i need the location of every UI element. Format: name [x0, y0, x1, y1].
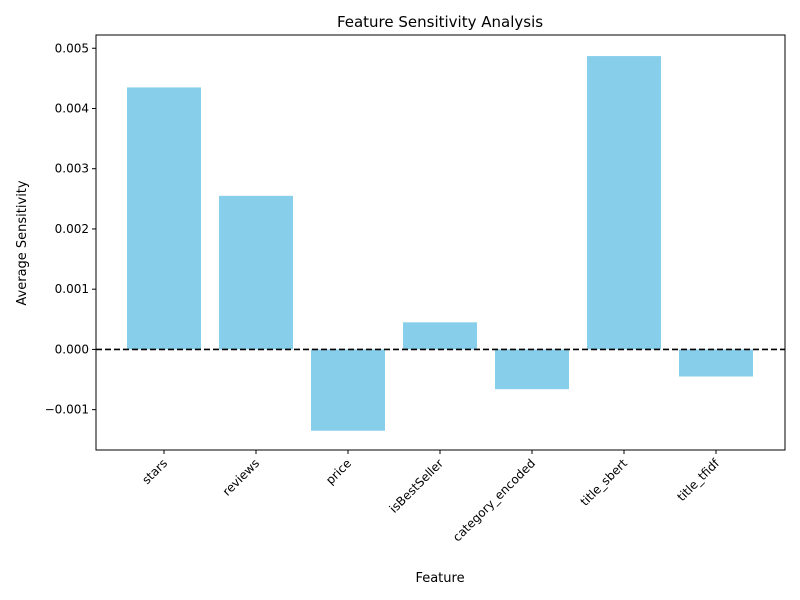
y-tick-label: 0.000	[55, 342, 89, 356]
bars-group	[127, 56, 753, 431]
y-tick-label: 0.005	[55, 41, 89, 55]
bar-isBestSeller	[403, 322, 477, 350]
bar-reviews	[219, 195, 293, 350]
y-tick-label: 0.004	[55, 101, 89, 115]
y-tick-label: 0.001	[55, 282, 89, 296]
y-tick-label: 0.002	[55, 222, 89, 236]
y-tick-label: 0.003	[55, 162, 89, 176]
y-axis-ticks: −0.001 0.000 0.001 0.002 0.003 0.004 0.005	[45, 41, 96, 417]
y-tick-label: −0.001	[45, 403, 89, 417]
bar-stars	[127, 87, 201, 350]
y-axis-label: Average Sensitivity	[15, 180, 30, 306]
bar-title_sbert	[587, 56, 661, 350]
bar-category_encoded	[495, 349, 569, 390]
bar-title_tfidf	[679, 349, 753, 377]
x-axis-label: Feature	[415, 571, 464, 586]
chart-title: Feature Sensitivity Analysis	[337, 13, 543, 31]
bar-price	[311, 349, 385, 431]
